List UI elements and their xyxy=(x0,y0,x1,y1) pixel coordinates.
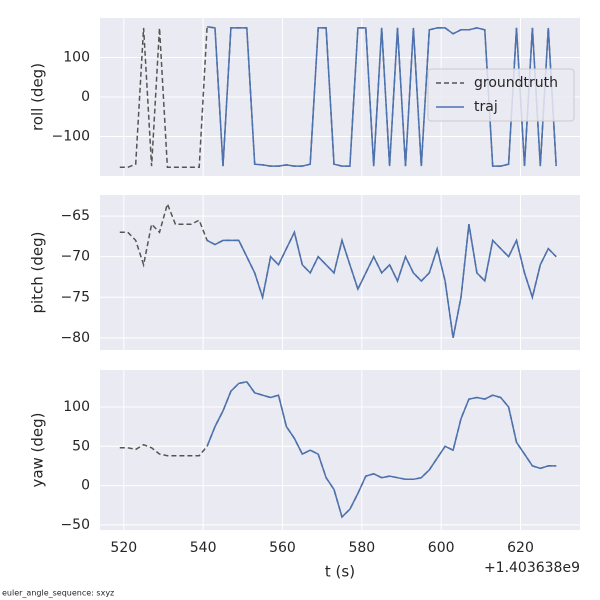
y-tick-label: −75 xyxy=(60,289,90,305)
x-axis-label: t (s) xyxy=(325,563,355,581)
x-tick-label: 520 xyxy=(110,540,137,556)
series-line xyxy=(206,25,557,167)
y-tick-label: −50 xyxy=(60,517,90,533)
y-tick-label: −100 xyxy=(52,129,90,145)
y-tick-label: 100 xyxy=(63,50,90,66)
x-tick-label: 580 xyxy=(348,540,375,556)
x-tick-label: 620 xyxy=(507,540,534,556)
legend-box xyxy=(427,68,575,122)
y-tick-label: −70 xyxy=(60,249,90,265)
x-tick-label: 600 xyxy=(428,540,455,556)
series-line xyxy=(206,224,557,338)
legend-label: groundtruth xyxy=(474,75,558,91)
plot-area xyxy=(100,195,580,350)
footer: euler_angle_sequence: sxyz xyxy=(2,589,114,598)
y-tick-label: 0 xyxy=(81,89,90,105)
y-axis-label: roll (deg) xyxy=(29,63,47,131)
legend-label: traj xyxy=(474,99,498,115)
y-tick-label: 50 xyxy=(72,438,90,454)
y-tick-label: 100 xyxy=(63,399,90,415)
y-tick-label: −65 xyxy=(60,208,90,224)
x-tick-label: 560 xyxy=(269,540,296,556)
y-tick-label: 0 xyxy=(81,478,90,494)
y-tick-label: −80 xyxy=(60,330,90,346)
x-tick-label: 540 xyxy=(190,540,217,556)
offset-label: +1.403638e9 xyxy=(484,560,580,576)
y-axis-label: pitch (deg) xyxy=(29,231,47,313)
series-line xyxy=(206,380,557,519)
y-axis-label: yaw (deg) xyxy=(29,412,47,487)
plot-area xyxy=(100,370,580,530)
